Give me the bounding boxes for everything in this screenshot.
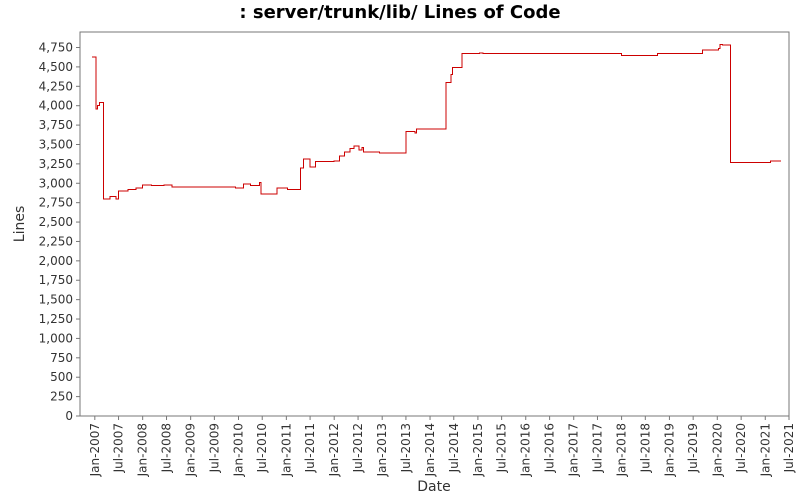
x-tick-label: Jan-2019 — [662, 423, 676, 477]
y-tick-label: 3,000 — [39, 176, 73, 190]
x-tick-label: Jul-2020 — [734, 423, 748, 473]
y-tick-label: 2,500 — [39, 215, 73, 229]
chart-title: : server/trunk/lib/ Lines of Code — [239, 2, 561, 23]
plot-area — [79, 31, 790, 417]
series-layer — [91, 43, 781, 200]
y-tick-label: 4,000 — [39, 99, 73, 113]
y-tick-label: 2,750 — [39, 196, 73, 210]
x-tick-label: Jul-2021 — [782, 423, 796, 473]
x-tick-label: Jan-2013 — [375, 423, 389, 477]
y-tick-label: 1,000 — [39, 331, 73, 345]
x-tick-label: Jul-2012 — [351, 423, 365, 473]
y-tick-label: 1,250 — [39, 312, 73, 326]
y-tick-label: 0 — [65, 409, 73, 423]
x-tick-label: Jan-2014 — [423, 423, 437, 477]
x-tick-label: Jul-2017 — [590, 423, 604, 473]
y-tick-label: 3,750 — [39, 118, 73, 132]
x-tick-label: Jul-2018 — [638, 423, 652, 473]
y-tick-label: 3,250 — [39, 157, 73, 171]
x-tick-label: Jul-2019 — [686, 423, 700, 473]
y-tick-label: 3,500 — [39, 137, 73, 151]
x-tick-label: Jan-2015 — [471, 423, 485, 477]
y-tick-label: 4,500 — [39, 60, 73, 74]
x-tick-label: Jul-2016 — [543, 423, 557, 473]
x-tick-label: Jan-2007 — [88, 423, 102, 477]
x-tick-label: Jan-2021 — [758, 423, 772, 477]
x-tick-label: Jan-2020 — [710, 423, 724, 477]
x-tick-label: Jan-2016 — [519, 423, 533, 477]
x-tick-label: Jul-2014 — [447, 423, 461, 473]
y-tick-label: 1,500 — [39, 293, 73, 307]
x-tick-label: Jan-2012 — [327, 423, 341, 477]
x-tick-label: Jul-2009 — [207, 423, 221, 473]
x-axis: Jan-2007 Jul-2007 Jan-2008 Jul-2008 Jan-2009… — [88, 416, 796, 477]
x-tick-label: Jul-2013 — [399, 423, 413, 473]
x-tick-label: Jan-2017 — [567, 423, 581, 477]
y-tick-label: 2,250 — [39, 234, 73, 248]
x-tick-label: Jan-2018 — [615, 423, 629, 477]
x-tick-label: Jul-2011 — [303, 423, 317, 473]
x-tick-label: Jul-2010 — [255, 423, 269, 473]
series-line-0 — [91, 43, 781, 200]
y-tick-label: 4,250 — [39, 79, 73, 93]
x-tick-label: Jan-2011 — [279, 423, 293, 477]
x-tick-label: Jul-2007 — [112, 423, 126, 473]
y-axis: 0 250 500 750 1,000 1,250 1,500 1,750 2,000 2,250… — [39, 41, 80, 423]
y-axis-title: Lines — [12, 206, 28, 242]
y-tick-label: 2,000 — [39, 254, 73, 268]
y-tick-label: 4,750 — [39, 41, 73, 55]
y-tick-label: 750 — [50, 351, 73, 365]
x-tick-label: Jan-2010 — [232, 423, 246, 477]
x-tick-label: Jan-2008 — [136, 423, 150, 477]
x-tick-label: Jul-2008 — [160, 423, 174, 473]
y-tick-label: 500 — [50, 370, 73, 384]
y-tick-label: 1,750 — [39, 273, 73, 287]
y-tick-label: 250 — [50, 390, 73, 404]
x-tick-label: Jul-2015 — [495, 423, 509, 473]
x-axis-title: Date — [417, 479, 450, 495]
x-tick-label: Jan-2009 — [184, 423, 198, 477]
